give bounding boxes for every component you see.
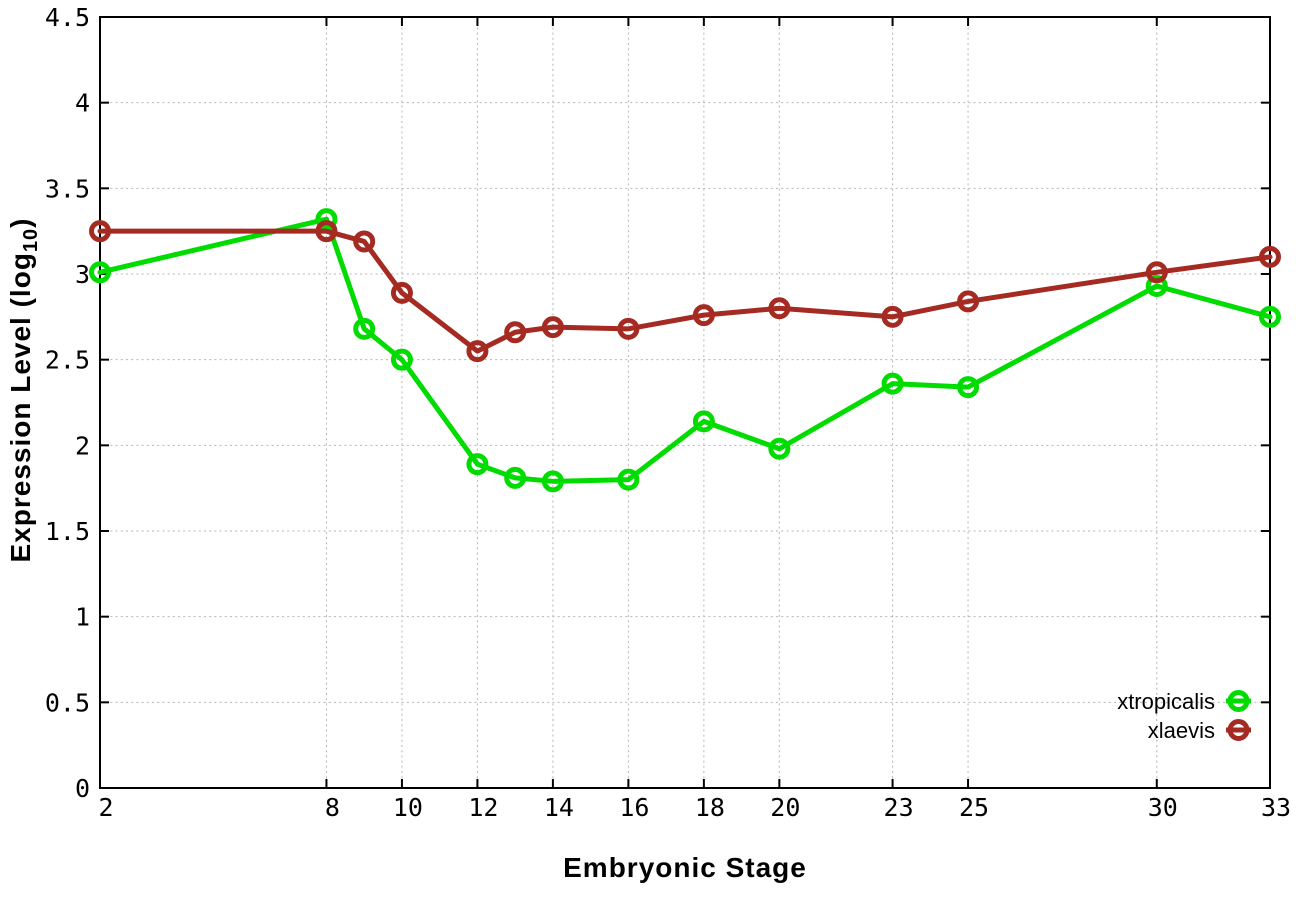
data-point-xlaevis <box>1259 245 1281 268</box>
legend-item-xlaevis: xlaevis <box>1148 718 1251 743</box>
data-point-xlaevis <box>504 321 527 344</box>
series-xtropicalis <box>89 208 1281 493</box>
legend-item-xtropicalis: xtropicalis <box>1117 689 1251 714</box>
x-tick-label: 2 <box>98 793 113 822</box>
x-tick-label: 10 <box>393 793 423 822</box>
data-point-xlaevis <box>692 304 715 327</box>
data-point-xlaevis <box>1145 261 1168 284</box>
plot-border <box>99 16 1271 789</box>
x-tick-label: 18 <box>695 793 725 822</box>
data-point-xtropicalis <box>353 317 376 340</box>
data-point-xlaevis <box>617 317 640 340</box>
data-point-xtropicalis <box>1259 305 1281 328</box>
data-point-xlaevis <box>89 220 111 243</box>
legend-label-xtropicalis: xtropicalis <box>1117 689 1215 714</box>
data-point-xtropicalis <box>504 466 527 489</box>
y-tick-label: 4.5 <box>45 3 90 32</box>
x-axis-title: Embryonic Stage <box>563 852 807 883</box>
series-line-xtropicalis <box>97 216 1273 484</box>
data-point-xtropicalis <box>617 468 640 491</box>
data-point-xtropicalis <box>466 453 489 476</box>
y-tick-label: 1 <box>75 603 90 632</box>
data-point-xlaevis <box>315 220 338 243</box>
y-axis-title: Expression Level (log10) <box>5 218 42 563</box>
data-point-xlaevis <box>353 230 376 253</box>
x-tick-label: 8 <box>325 793 340 822</box>
x-tick-label: 14 <box>544 793 574 822</box>
series-xlaevis <box>89 220 1281 363</box>
legend-sample-marker-xtropicalis <box>1227 690 1250 712</box>
data-point-xlaevis <box>768 297 791 320</box>
y-axis-title-subscript: 10 <box>20 228 42 252</box>
gridlines <box>99 16 1271 789</box>
plot-frame <box>99 16 1271 789</box>
legend-label-xlaevis: xlaevis <box>1148 718 1215 743</box>
data-point-xtropicalis <box>89 261 111 284</box>
y-tick-label: 3 <box>75 260 90 289</box>
data-point-xlaevis <box>881 305 904 328</box>
y-axis-title-close-paren: ) <box>5 218 36 228</box>
x-tick-label: 20 <box>770 793 800 822</box>
x-tick-label: 25 <box>959 793 989 822</box>
data-point-xtropicalis <box>315 208 338 231</box>
y-tick-label: 3.5 <box>45 174 90 203</box>
data-point-xlaevis <box>957 290 980 313</box>
data-point-xlaevis <box>541 316 564 339</box>
data-point-xtropicalis <box>1145 274 1168 297</box>
x-tick-label: 16 <box>619 793 649 822</box>
data-point-xtropicalis <box>768 437 791 460</box>
x-tick-label: 12 <box>468 793 498 822</box>
y-tick-label: 0.5 <box>45 688 90 717</box>
x-tick-label: 30 <box>1148 793 1178 822</box>
data-point-xlaevis <box>466 340 489 363</box>
data-point-xtropicalis <box>957 376 980 399</box>
data-point-xlaevis <box>390 281 413 304</box>
y-tick-label: 2 <box>75 431 90 460</box>
data-series <box>89 208 1281 493</box>
data-point-xtropicalis <box>692 410 715 433</box>
tick-labels: 2 8 10 12 14 16 18 20 23 25 30 33 0 0.5 1 1.5 2 2.5 3 3.5 4 4… <box>45 3 1291 822</box>
series-line-xlaevis <box>97 228 1273 354</box>
legend-sample-marker-xlaevis <box>1227 719 1250 741</box>
y-tick-label: 0 <box>75 774 90 803</box>
data-point-xtropicalis <box>390 348 413 371</box>
y-tick-label: 1.5 <box>45 517 90 546</box>
x-tick-label: 33 <box>1261 793 1291 822</box>
y-axis-title-text: Expression Level (log <box>5 252 36 562</box>
data-point-xtropicalis <box>541 470 564 493</box>
x-tick-label: 23 <box>884 793 914 822</box>
y-tick-label: 2.5 <box>45 346 90 375</box>
legend: xtropicalis xlaevis <box>1117 689 1251 743</box>
y-tick-label: 4 <box>75 89 90 118</box>
data-point-xtropicalis <box>881 372 904 395</box>
